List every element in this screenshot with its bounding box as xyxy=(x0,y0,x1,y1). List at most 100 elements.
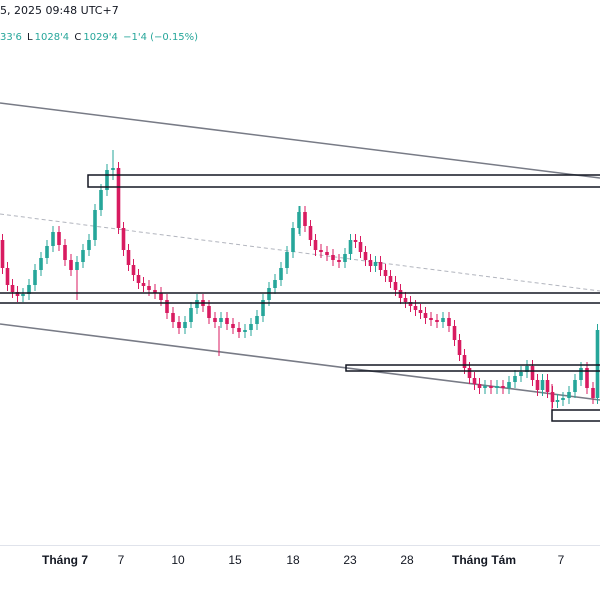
candle xyxy=(535,374,540,396)
zones-layer xyxy=(0,174,600,422)
candle xyxy=(0,234,5,274)
candle xyxy=(225,312,229,330)
candle xyxy=(63,239,67,266)
candle xyxy=(418,304,423,319)
candle xyxy=(435,314,439,328)
candle xyxy=(303,206,307,232)
time-tick-label: 10 xyxy=(171,553,185,567)
candle xyxy=(27,279,31,300)
candle xyxy=(219,312,223,328)
open-value: 33'6 xyxy=(0,32,22,43)
chart-timestamp: 5, 2025 09:48 UTC+7 xyxy=(0,4,119,17)
candle xyxy=(457,334,462,361)
candle xyxy=(337,254,341,268)
candle xyxy=(388,270,393,288)
zone-middle[interactable] xyxy=(0,292,600,304)
candle xyxy=(567,386,571,404)
candle xyxy=(495,380,499,394)
change-value: −1'4 (−0.15%) xyxy=(123,32,199,43)
candle xyxy=(585,362,589,394)
candle xyxy=(373,256,378,272)
candle xyxy=(513,370,517,388)
candle xyxy=(507,376,511,394)
candle xyxy=(477,378,482,394)
candle xyxy=(530,360,535,386)
candle xyxy=(116,162,121,234)
candle xyxy=(57,226,61,251)
candle xyxy=(189,302,193,328)
candle xyxy=(171,307,175,328)
candle xyxy=(237,322,241,338)
candle xyxy=(153,284,157,299)
time-tick-label: Tháng Tám xyxy=(452,553,516,567)
candle xyxy=(348,234,353,260)
candle xyxy=(131,259,136,281)
candle xyxy=(408,296,413,312)
candle xyxy=(313,234,318,256)
candle xyxy=(325,246,329,261)
candle xyxy=(297,206,301,234)
low-label: L xyxy=(27,32,33,43)
zone-top[interactable] xyxy=(87,174,600,188)
candle xyxy=(331,249,335,266)
dashed-midline[interactable] xyxy=(0,213,600,292)
time-tick-label: 7 xyxy=(558,553,565,567)
candle xyxy=(15,286,20,302)
candle xyxy=(255,310,259,330)
candle xyxy=(291,222,295,258)
time-ticks: Tháng 7 7 10 15 18 23 28 Tháng Tám 7 xyxy=(42,553,565,567)
candle xyxy=(441,312,445,328)
candle xyxy=(195,294,199,314)
candle xyxy=(483,380,487,394)
zone-bottom-right[interactable] xyxy=(551,409,600,422)
candle xyxy=(462,349,467,374)
candle xyxy=(545,374,550,398)
candle xyxy=(81,244,85,268)
time-tick-label: 15 xyxy=(228,553,242,567)
candle xyxy=(378,256,383,276)
candle xyxy=(121,222,126,256)
candle xyxy=(99,184,103,216)
candle xyxy=(358,236,363,258)
ohlc-readout: 33'6 L 1028'4 C 1029'4 −1'4 (−0.15%) xyxy=(0,32,200,43)
candle xyxy=(267,282,271,306)
candle xyxy=(136,269,141,289)
candles-layer xyxy=(0,150,600,414)
candle xyxy=(141,277,146,292)
time-axis-separator xyxy=(0,545,600,546)
upper-trendline[interactable] xyxy=(0,102,600,179)
candle xyxy=(595,324,600,404)
candle xyxy=(10,279,15,298)
candle xyxy=(87,234,91,256)
candle xyxy=(33,264,37,291)
candle xyxy=(591,382,595,404)
candle xyxy=(243,324,247,338)
time-tick-label: Tháng 7 xyxy=(42,553,88,567)
candle xyxy=(452,320,457,346)
candle xyxy=(285,246,289,274)
candle xyxy=(207,300,211,324)
candle xyxy=(177,316,181,334)
close-value: 1029'4 xyxy=(83,32,118,43)
candle xyxy=(363,246,368,266)
price-chart[interactable] xyxy=(0,0,600,545)
candle xyxy=(489,380,493,394)
candle xyxy=(319,244,323,258)
candle xyxy=(231,318,235,334)
candle xyxy=(21,288,25,302)
candle xyxy=(398,284,403,304)
time-tick-label: 18 xyxy=(286,553,300,567)
candle xyxy=(105,164,109,196)
candle xyxy=(383,264,388,282)
candle xyxy=(261,294,265,322)
candle xyxy=(368,254,373,272)
candle xyxy=(579,362,583,386)
candle xyxy=(403,292,408,308)
candle xyxy=(501,380,505,394)
candle xyxy=(555,394,560,408)
zone-right[interactable] xyxy=(345,364,600,372)
lower-trendline[interactable] xyxy=(0,323,600,401)
candle xyxy=(249,318,253,336)
candle xyxy=(540,374,545,396)
candle xyxy=(343,248,347,268)
